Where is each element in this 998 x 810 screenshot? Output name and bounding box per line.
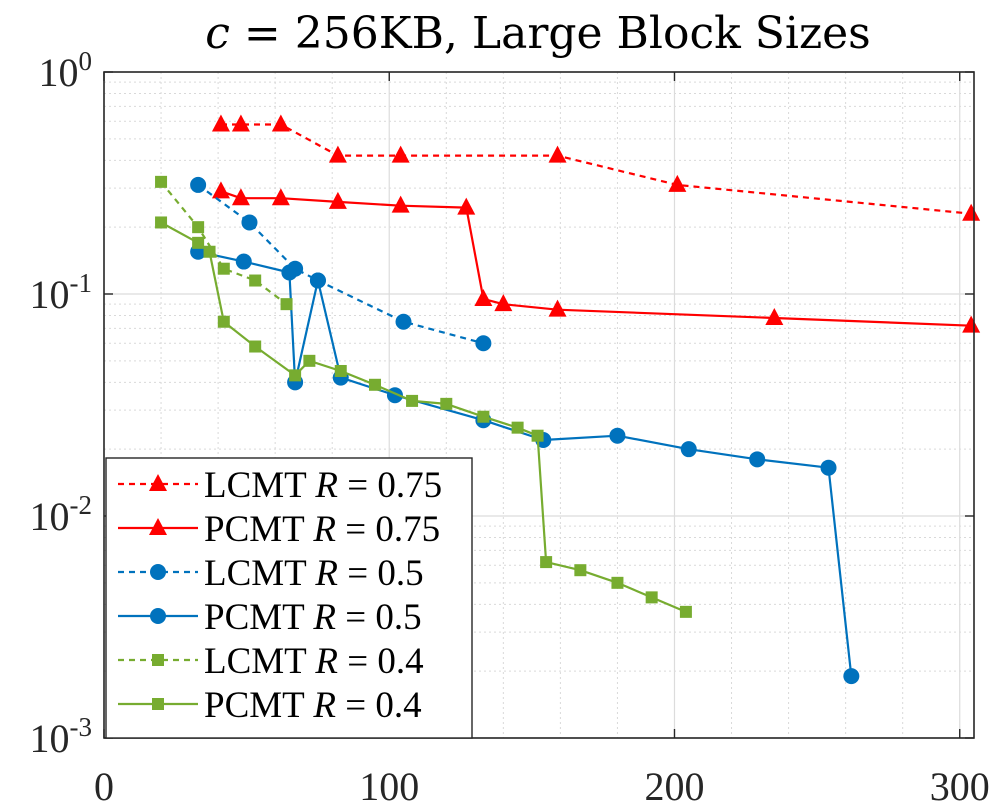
data-point bbox=[749, 451, 766, 468]
data-point bbox=[494, 294, 513, 312]
data-point bbox=[271, 188, 290, 206]
legend-marker bbox=[149, 518, 167, 535]
series-lcmt-r-0-4 bbox=[155, 175, 293, 311]
data-point bbox=[192, 221, 205, 234]
data-point bbox=[328, 145, 347, 163]
chart-title: c = 256KB, Large Block Sizes bbox=[205, 8, 871, 59]
data-point bbox=[680, 441, 697, 458]
legend-label: LCMT R = 0.4 bbox=[204, 641, 424, 682]
data-point bbox=[368, 378, 381, 391]
data-point bbox=[217, 262, 230, 275]
legend-marker bbox=[152, 654, 164, 666]
chart-title-rest: = 256KB, Large Block Sizes bbox=[230, 8, 871, 59]
chart-title-var: c bbox=[205, 8, 230, 59]
x-tick-label: 0 bbox=[94, 764, 114, 809]
axes-frame bbox=[103, 71, 975, 739]
tick-labels: 0 100 200 300 10-3 10-2 10-1 100 bbox=[30, 46, 990, 809]
y-tick-label: 10-2 bbox=[30, 490, 93, 539]
legend-entry: LCMT R = 0.4 bbox=[118, 641, 424, 682]
data-point bbox=[679, 605, 692, 618]
data-point bbox=[611, 576, 624, 589]
data-point bbox=[406, 394, 419, 407]
data-point bbox=[309, 272, 326, 289]
data-point bbox=[155, 175, 168, 188]
legend-label: LCMT R = 0.75 bbox=[204, 465, 442, 506]
data-point bbox=[843, 668, 860, 685]
x-tick-label: 300 bbox=[930, 764, 990, 809]
legend-entry: LCMT R = 0.75 bbox=[118, 465, 442, 506]
data-point bbox=[289, 369, 302, 382]
data-point bbox=[203, 245, 216, 258]
series-line bbox=[197, 250, 853, 677]
legend-entry: PCMT R = 0.4 bbox=[118, 685, 422, 726]
data-point bbox=[241, 214, 258, 231]
data-point bbox=[231, 188, 250, 206]
legend-entry: PCMT R = 0.75 bbox=[118, 509, 440, 550]
legend-marker bbox=[150, 608, 166, 624]
data-point bbox=[668, 174, 687, 192]
data-point bbox=[962, 203, 981, 221]
legend-entry: LCMT R = 0.5 bbox=[118, 553, 424, 594]
data-point bbox=[155, 216, 168, 229]
data-point bbox=[391, 195, 410, 213]
legend-label: PCMT R = 0.5 bbox=[204, 597, 422, 638]
data-point bbox=[303, 354, 316, 367]
y-tick-label: 10-1 bbox=[30, 268, 93, 317]
data-point bbox=[477, 410, 490, 423]
x-tick-label: 200 bbox=[644, 764, 704, 809]
x-tick-label: 100 bbox=[359, 764, 419, 809]
data-point bbox=[474, 288, 493, 306]
data-point bbox=[457, 197, 476, 215]
legend-marker bbox=[152, 698, 164, 710]
data-point bbox=[249, 340, 262, 353]
data-point bbox=[440, 397, 453, 410]
data-point bbox=[645, 591, 658, 604]
data-point bbox=[962, 315, 981, 333]
data-point bbox=[211, 181, 230, 199]
legend-label: PCMT R = 0.4 bbox=[204, 685, 422, 726]
legend-box bbox=[105, 457, 473, 739]
data-point bbox=[281, 264, 298, 281]
series-pcmt-r-0-75 bbox=[211, 181, 981, 333]
data-point bbox=[820, 459, 837, 476]
data-point bbox=[765, 307, 784, 325]
y-tick-label: 100 bbox=[39, 46, 93, 95]
data-point bbox=[271, 114, 290, 132]
series-line bbox=[221, 123, 972, 215]
data-point bbox=[511, 421, 524, 434]
data-point bbox=[334, 364, 347, 377]
legend-label: LCMT R = 0.5 bbox=[204, 553, 424, 594]
series-lcmt-r-0-75 bbox=[211, 114, 981, 221]
data-point bbox=[280, 298, 293, 311]
data-point bbox=[475, 335, 492, 352]
data-point bbox=[391, 145, 410, 163]
data-point bbox=[531, 429, 544, 442]
data-point bbox=[548, 299, 567, 317]
data-point bbox=[217, 315, 230, 328]
legend-marker bbox=[149, 474, 167, 491]
y-tick-label: 10-3 bbox=[30, 712, 93, 761]
data-point bbox=[574, 564, 587, 577]
legend-marker bbox=[150, 564, 166, 580]
legend-entry: PCMT R = 0.5 bbox=[118, 597, 422, 638]
data-point bbox=[548, 145, 567, 163]
series-pcmt-r-0-4 bbox=[155, 216, 692, 618]
data-point bbox=[328, 191, 347, 209]
data-point bbox=[540, 556, 553, 569]
data-point bbox=[190, 176, 207, 193]
legend-label: PCMT R = 0.75 bbox=[204, 509, 440, 550]
data-point bbox=[231, 114, 250, 132]
data-point bbox=[249, 274, 262, 287]
data-point bbox=[395, 313, 412, 330]
data-point bbox=[211, 114, 230, 132]
series-layer bbox=[155, 114, 981, 685]
series-line bbox=[160, 181, 288, 306]
data-point bbox=[609, 427, 626, 444]
data-point bbox=[235, 253, 252, 270]
data-point bbox=[192, 236, 205, 249]
